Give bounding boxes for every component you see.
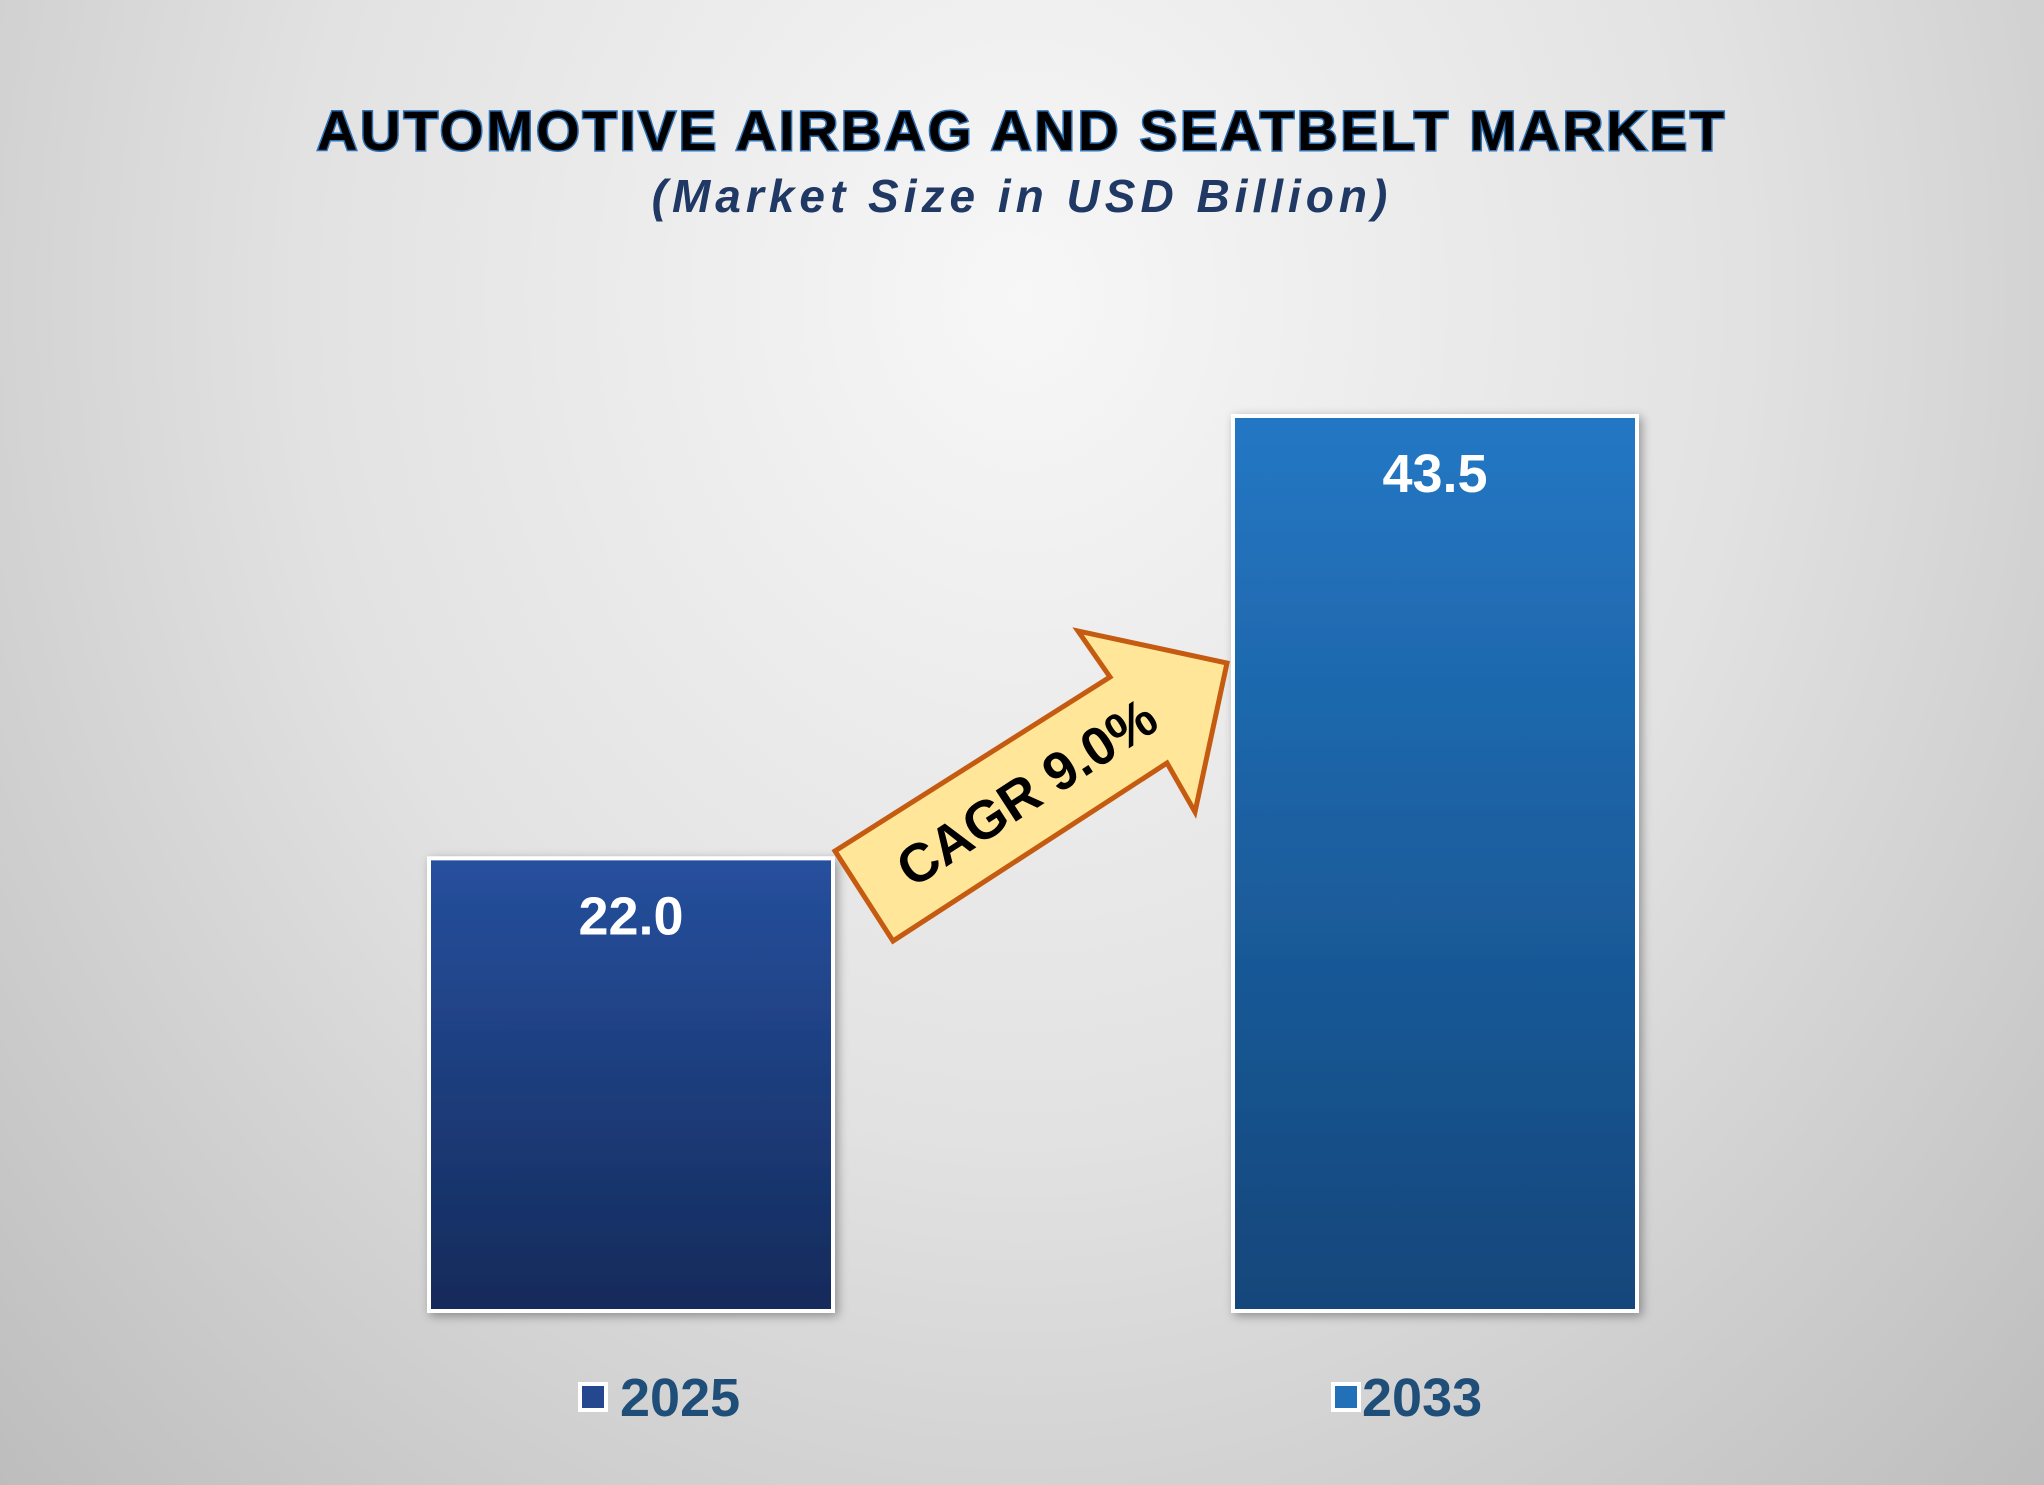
chart-subtitle: (Market Size in USD Billion): [652, 170, 1393, 222]
value-label-2033: 43.5: [1382, 444, 1487, 504]
legend-swatch-2025: [578, 1382, 608, 1412]
chart-title: AUTOMOTIVE AIRBAG AND SEATBELT MARKET: [317, 99, 1727, 162]
arrow-shape: [831, 627, 1230, 945]
bar-2033: [1231, 414, 1639, 1313]
legend-swatch-2033: [1331, 1382, 1361, 1412]
cagr-arrow: CAGR 9.0%: [831, 627, 1230, 945]
legend-label-2033: 2033: [1362, 1368, 1482, 1428]
bar-2025: [427, 856, 835, 1313]
value-label-2025: 22.0: [578, 886, 683, 946]
legend-label-2025: 2025: [620, 1368, 740, 1428]
